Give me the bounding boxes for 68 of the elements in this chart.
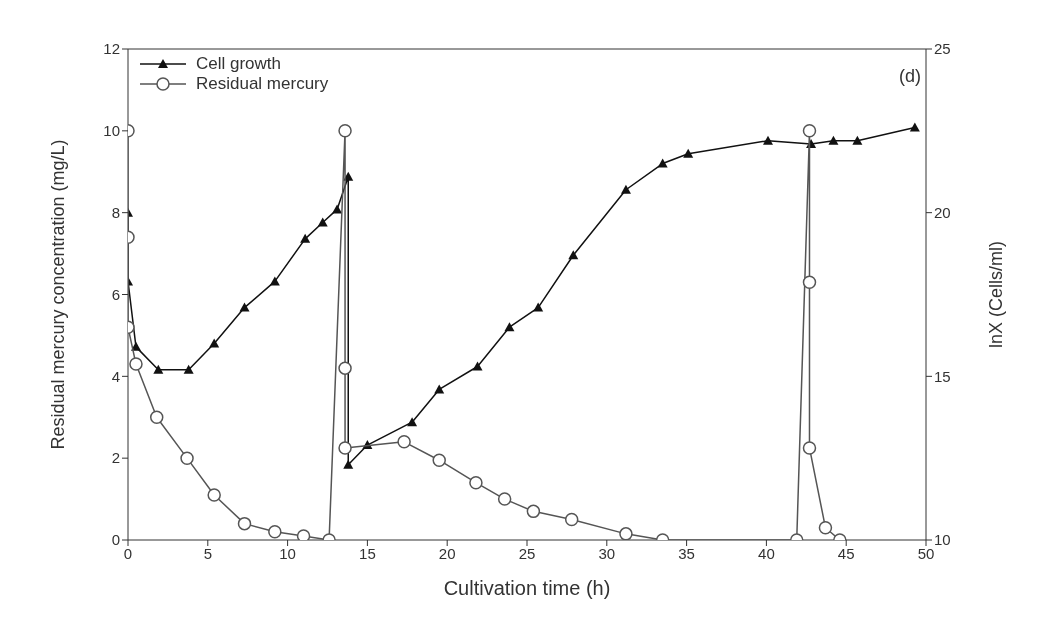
point	[564, 512, 579, 527]
point	[153, 364, 164, 374]
point	[269, 276, 280, 286]
point	[432, 453, 446, 467]
y-tick-label: 4	[111, 367, 120, 385]
point	[129, 357, 143, 371]
point	[296, 529, 311, 540]
point	[619, 527, 633, 540]
y-tick-label: 8	[111, 203, 120, 221]
point	[818, 520, 833, 535]
point	[568, 250, 579, 260]
point	[268, 525, 282, 539]
point	[763, 135, 773, 145]
point	[469, 475, 483, 490]
point	[207, 488, 221, 502]
x-tick-label: 40	[758, 544, 775, 562]
point	[343, 459, 354, 469]
y2-tick-label: 25	[934, 40, 951, 58]
annotation: (d)	[899, 66, 921, 87]
point	[472, 361, 483, 371]
point	[620, 184, 631, 194]
point	[397, 435, 411, 449]
point	[183, 364, 194, 374]
point	[237, 516, 252, 531]
y2-tick-label: 10	[934, 531, 951, 549]
x-tick-label: 45	[837, 544, 855, 562]
x-tick-label: 35	[678, 544, 695, 562]
point	[497, 492, 512, 506]
point	[180, 451, 194, 465]
point	[149, 410, 164, 424]
x-tick-label: 0	[123, 544, 133, 562]
y-axis-title: Residual mercury concentration (mg/L)	[48, 139, 69, 450]
point	[802, 124, 817, 138]
x-tick-label: 50	[917, 544, 935, 562]
point	[533, 302, 544, 312]
point	[338, 361, 352, 375]
point	[526, 504, 541, 519]
y-tick-label: 2	[111, 449, 120, 467]
y2-tick-label: 15	[934, 367, 951, 385]
point	[338, 441, 352, 455]
y-tick-label: 6	[111, 285, 120, 303]
point	[239, 302, 250, 312]
x-tick-label: 15	[359, 544, 376, 562]
point	[909, 122, 920, 132]
point	[209, 338, 220, 348]
point	[802, 441, 817, 455]
x-tick-label: 25	[518, 544, 536, 562]
legend-label: Residual mercury	[196, 74, 329, 94]
point	[683, 148, 694, 158]
point	[407, 417, 418, 427]
point	[852, 135, 863, 145]
point	[657, 158, 668, 168]
y2-tick-label: 20	[934, 203, 951, 221]
point	[300, 233, 311, 243]
legend-label: Cell growth	[196, 54, 282, 74]
x-axis-title: Cultivation time (h)	[443, 577, 611, 599]
x-tick-label: 30	[598, 544, 616, 562]
point	[338, 124, 352, 138]
point	[504, 322, 515, 332]
x-tick-label: 5	[203, 544, 212, 562]
point	[828, 135, 839, 145]
y-tick-label: 0	[111, 531, 120, 549]
point	[802, 275, 817, 289]
x-tick-label: 20	[438, 544, 456, 562]
y-tick-label: 10	[103, 122, 120, 140]
y-tick-label: 12	[103, 40, 120, 58]
x-tick-label: 10	[279, 544, 296, 562]
y2-axis-title: lnX (Cells/ml)	[986, 240, 1007, 349]
